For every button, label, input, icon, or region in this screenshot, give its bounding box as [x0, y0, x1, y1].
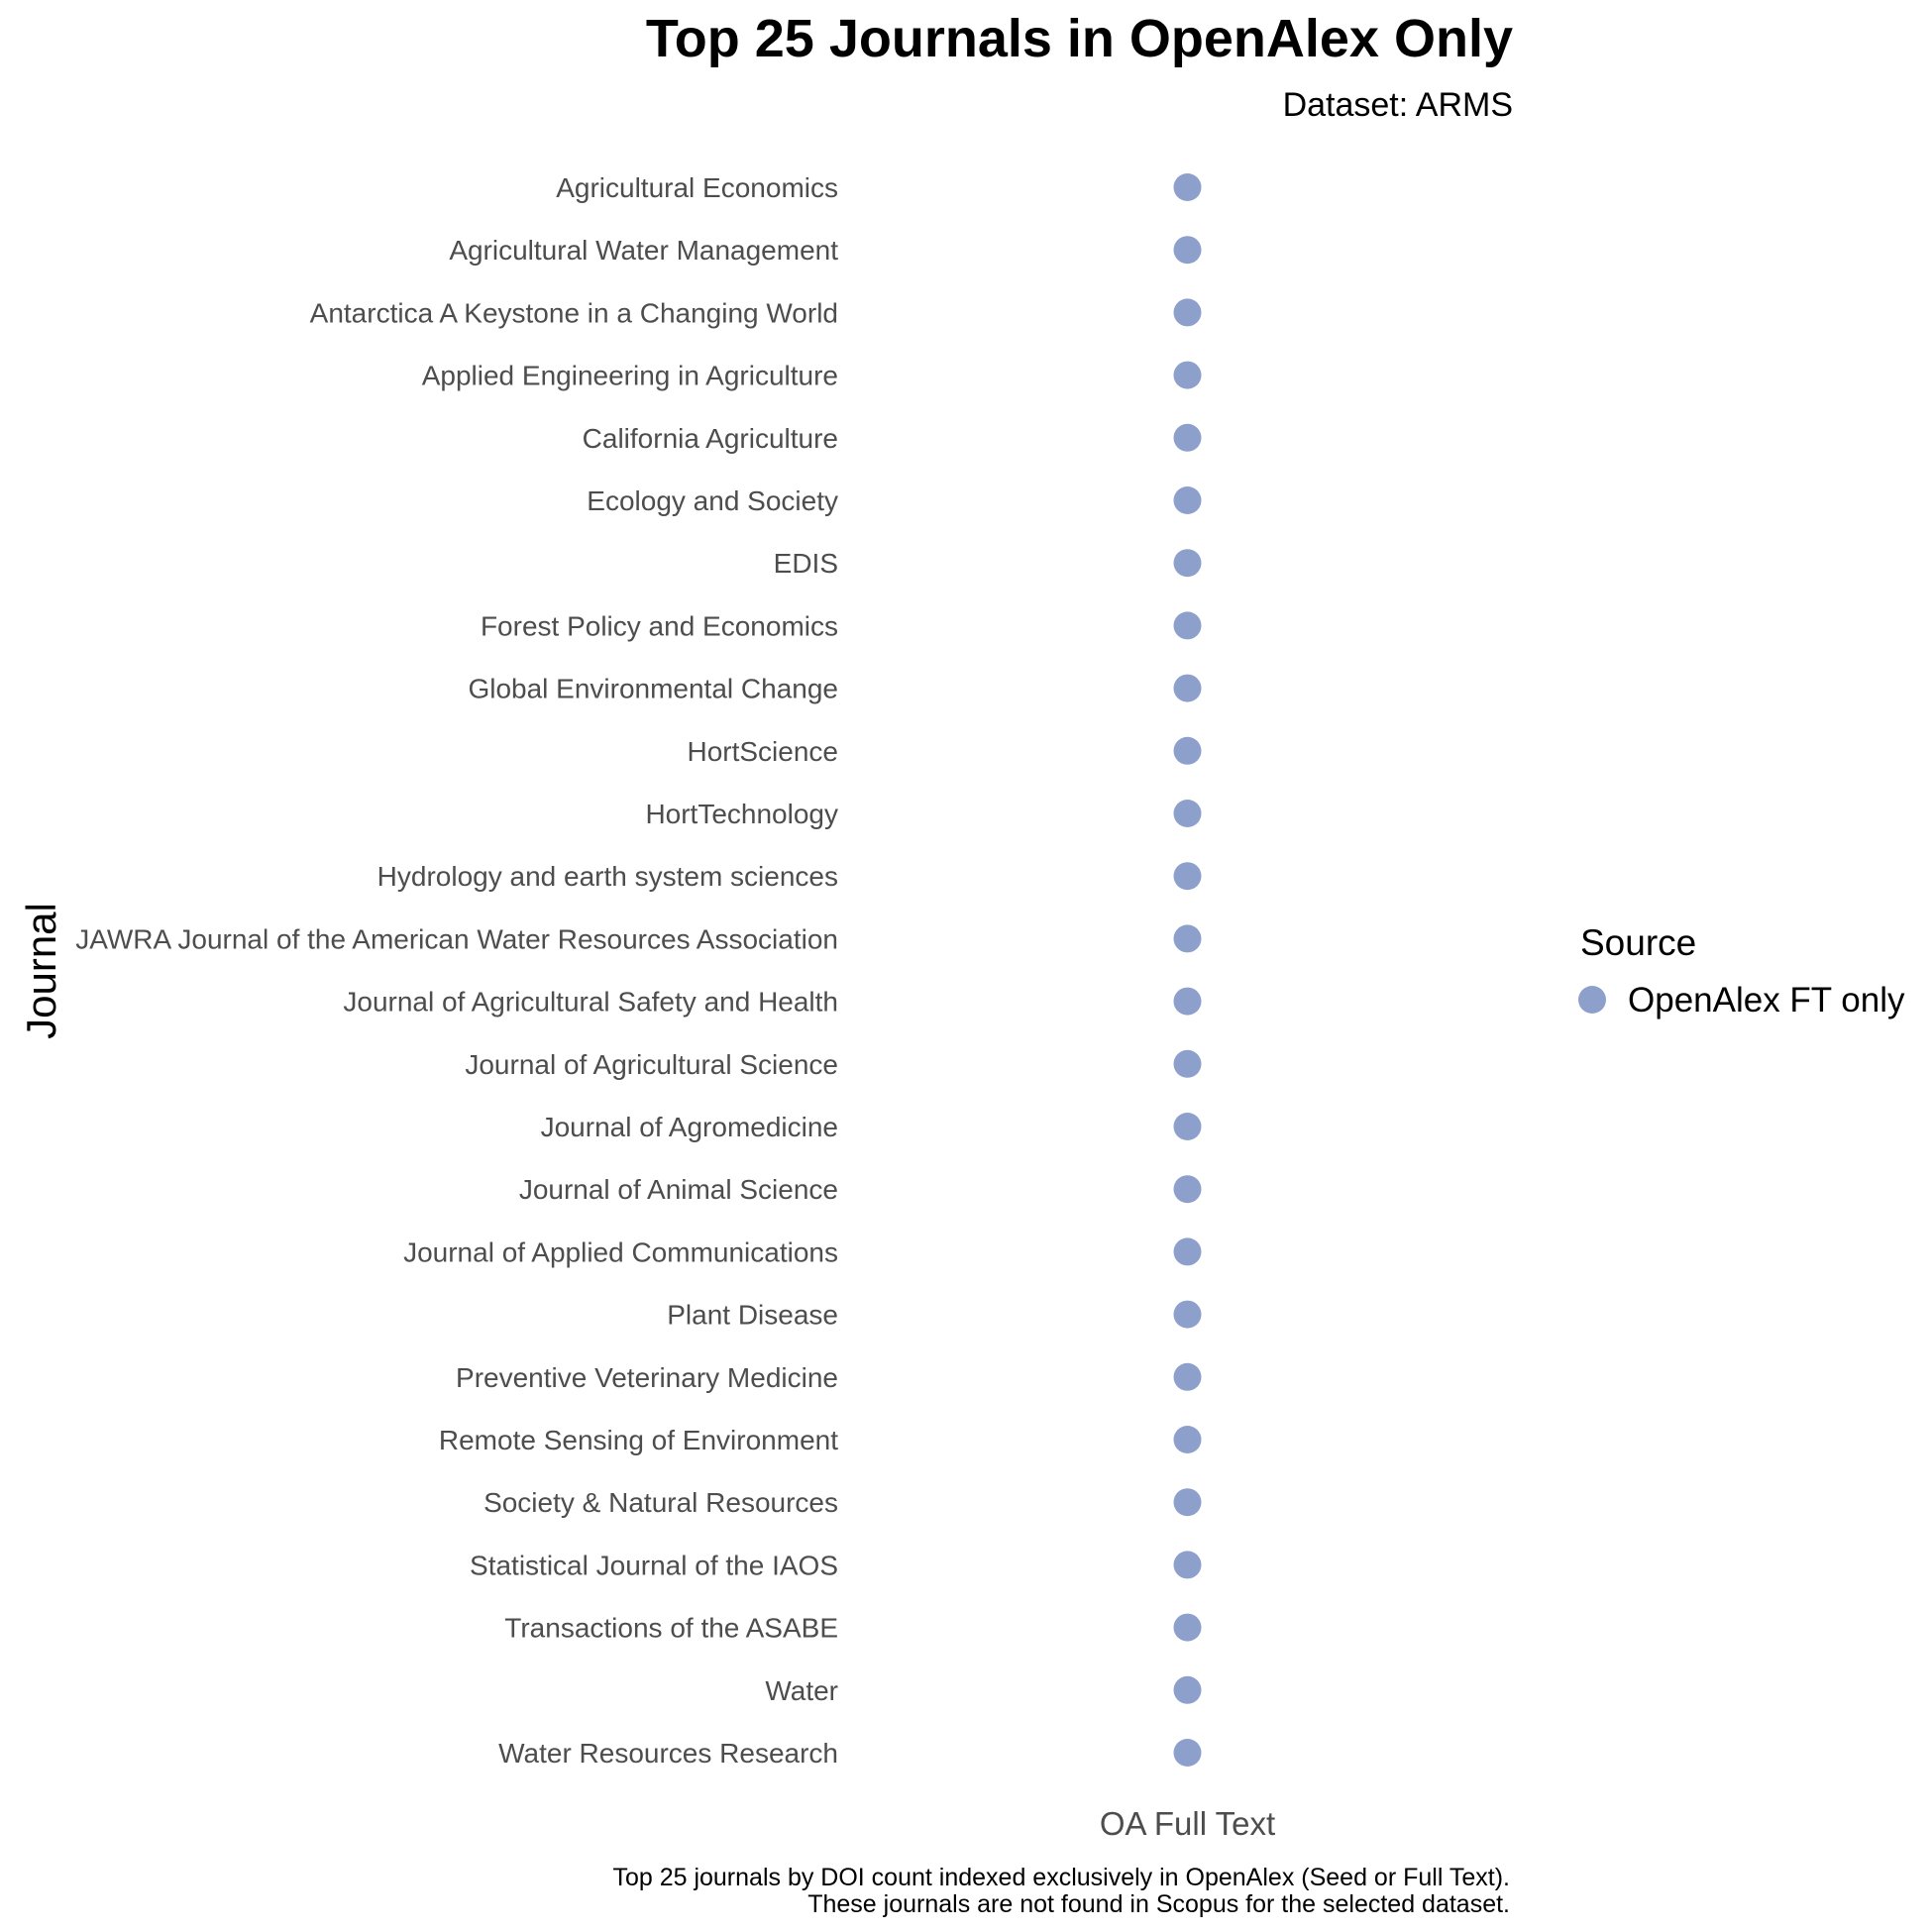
y-tick-label: EDIS	[774, 548, 838, 579]
y-tick-label: Transactions of the ASABE	[504, 1613, 838, 1644]
data-point	[1173, 1300, 1202, 1329]
chart-subtitle: Dataset: ARMS	[1283, 86, 1513, 124]
y-tick-label: Journal of Agromedicine	[541, 1112, 838, 1142]
legend-items: OpenAlex FT only	[1578, 981, 1905, 1020]
data-points	[1173, 173, 1202, 1767]
data-point	[1173, 1237, 1202, 1266]
legend: Source OpenAlex FT only	[1578, 922, 1905, 1020]
y-tick-label: Journal of Animal Science	[519, 1174, 838, 1205]
data-point	[1173, 486, 1202, 514]
y-tick-label: JAWRA Journal of the American Water Reso…	[75, 923, 838, 954]
y-tick-label: Remote Sensing of Environment	[439, 1425, 838, 1455]
legend-key	[1578, 986, 1606, 1014]
y-tick-label: HortScience	[687, 736, 838, 767]
data-point	[1173, 1551, 1202, 1579]
y-tick-label: Agricultural Water Management	[449, 235, 838, 266]
data-point	[1173, 862, 1202, 891]
data-point	[1173, 1488, 1202, 1517]
caption-line: These journals are not found in Scopus f…	[807, 1890, 1510, 1918]
data-point	[1173, 800, 1202, 827]
data-point	[1173, 236, 1202, 265]
data-point	[1173, 1175, 1202, 1204]
y-tick-label: Antarctica A Keystone in a Changing Worl…	[310, 297, 838, 328]
y-axis-tick-labels: Agricultural Economics Agricultural Water…	[75, 172, 838, 1769]
data-point	[1173, 1049, 1202, 1078]
data-point	[1173, 1113, 1202, 1140]
y-tick-label: Plant Disease	[667, 1300, 838, 1331]
y-tick-label: Global Environmental Change	[468, 674, 838, 704]
data-point	[1173, 611, 1202, 640]
data-point	[1173, 736, 1202, 765]
data-point	[1173, 1613, 1202, 1642]
y-tick-label: Society & Natural Resources	[483, 1487, 838, 1518]
y-tick-label: Hydrology and earth system sciences	[377, 861, 838, 892]
y-tick-label: Journal of Agricultural Science	[465, 1049, 838, 1080]
y-tick-label: Forest Policy and Economics	[481, 610, 838, 641]
data-point	[1173, 924, 1202, 953]
chart-title: Top 25 Journals in OpenAlex Only	[646, 9, 1513, 68]
data-point	[1173, 1362, 1202, 1391]
data-point	[1173, 1739, 1202, 1767]
y-tick-label: HortTechnology	[645, 799, 838, 829]
chart-caption: Top 25 journals by DOI count indexed exc…	[612, 1864, 1510, 1918]
x-axis-tick-labels: OA Full Text	[1100, 1805, 1275, 1842]
data-point	[1173, 1426, 1202, 1453]
data-point	[1173, 173, 1202, 201]
y-tick-label: Journal of Agricultural Safety and Healt…	[343, 987, 838, 1018]
y-tick-label: Applied Engineering in Agriculture	[422, 361, 838, 391]
data-point	[1173, 987, 1202, 1016]
data-point	[1173, 361, 1202, 389]
data-point	[1173, 298, 1202, 327]
data-point	[1173, 423, 1202, 452]
legend-title: Source	[1580, 922, 1696, 963]
y-tick-label: Preventive Veterinary Medicine	[456, 1362, 838, 1393]
legend-label: OpenAlex FT only	[1628, 981, 1905, 1020]
x-tick-label: OA Full Text	[1100, 1805, 1275, 1842]
y-tick-label: Agricultural Economics	[556, 172, 838, 203]
y-tick-label: California Agriculture	[583, 423, 838, 454]
data-point	[1173, 1675, 1202, 1704]
y-tick-label: Water	[765, 1675, 838, 1706]
y-axis-title: Journal	[18, 903, 64, 1039]
y-tick-label: Journal of Applied Communications	[403, 1236, 838, 1267]
data-point	[1173, 674, 1202, 702]
y-tick-label: Water Resources Research	[498, 1738, 838, 1769]
y-tick-label: Statistical Journal of the IAOS	[470, 1550, 838, 1580]
caption-line: Top 25 journals by DOI count indexed exc…	[612, 1864, 1510, 1891]
data-point	[1173, 549, 1202, 578]
y-tick-label: Ecology and Society	[587, 485, 838, 516]
